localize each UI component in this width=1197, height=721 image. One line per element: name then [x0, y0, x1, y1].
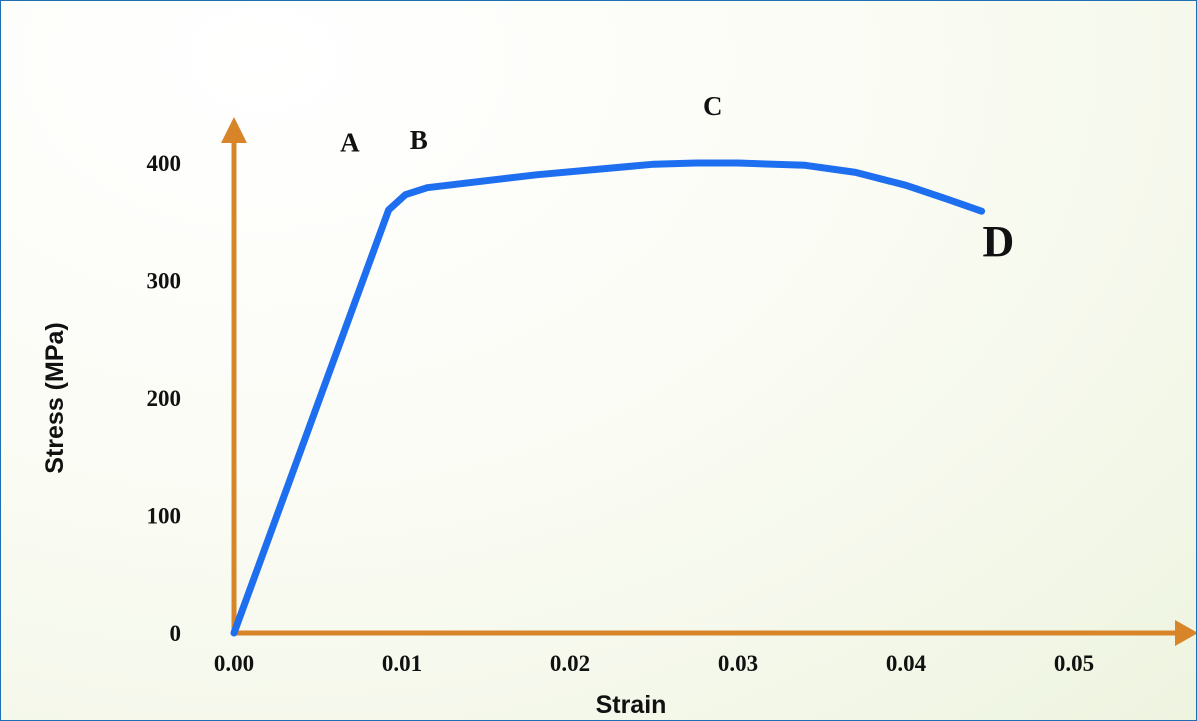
y-tick-label: 0 — [170, 621, 182, 646]
x-tick-label: 0.02 — [550, 651, 590, 676]
x-axis-title: Strain — [596, 691, 667, 719]
x-tick-label: 0.05 — [1054, 651, 1094, 676]
annotations: A B C D — [340, 91, 1014, 266]
x-tick-label: 0.01 — [382, 651, 422, 676]
point-label-b: B — [410, 125, 428, 155]
y-tick-label: 100 — [147, 504, 182, 529]
axes — [221, 117, 1196, 646]
stress-strain-curve — [230, 159, 986, 637]
y-axis-title: Stress (MPa) — [41, 322, 69, 473]
x-tick-label: 0.00 — [214, 651, 254, 676]
point-label-d: D — [983, 217, 1015, 266]
x-tick-label: 0.03 — [718, 651, 758, 676]
x-axis-arrow — [1175, 620, 1196, 646]
y-axis-arrow — [221, 117, 247, 143]
y-tick-label: 400 — [147, 151, 182, 176]
y-tick-label: 200 — [147, 386, 182, 411]
y-tick-label: 300 — [147, 269, 182, 294]
point-label-c: C — [703, 91, 723, 121]
tick-labels: 0.00 0.01 0.02 0.03 0.04 0.05 0 100 200 300 400 — [147, 151, 1095, 676]
series-layer — [230, 159, 986, 637]
x-tick-label: 0.04 — [886, 651, 927, 676]
point-label-a: A — [340, 127, 360, 157]
